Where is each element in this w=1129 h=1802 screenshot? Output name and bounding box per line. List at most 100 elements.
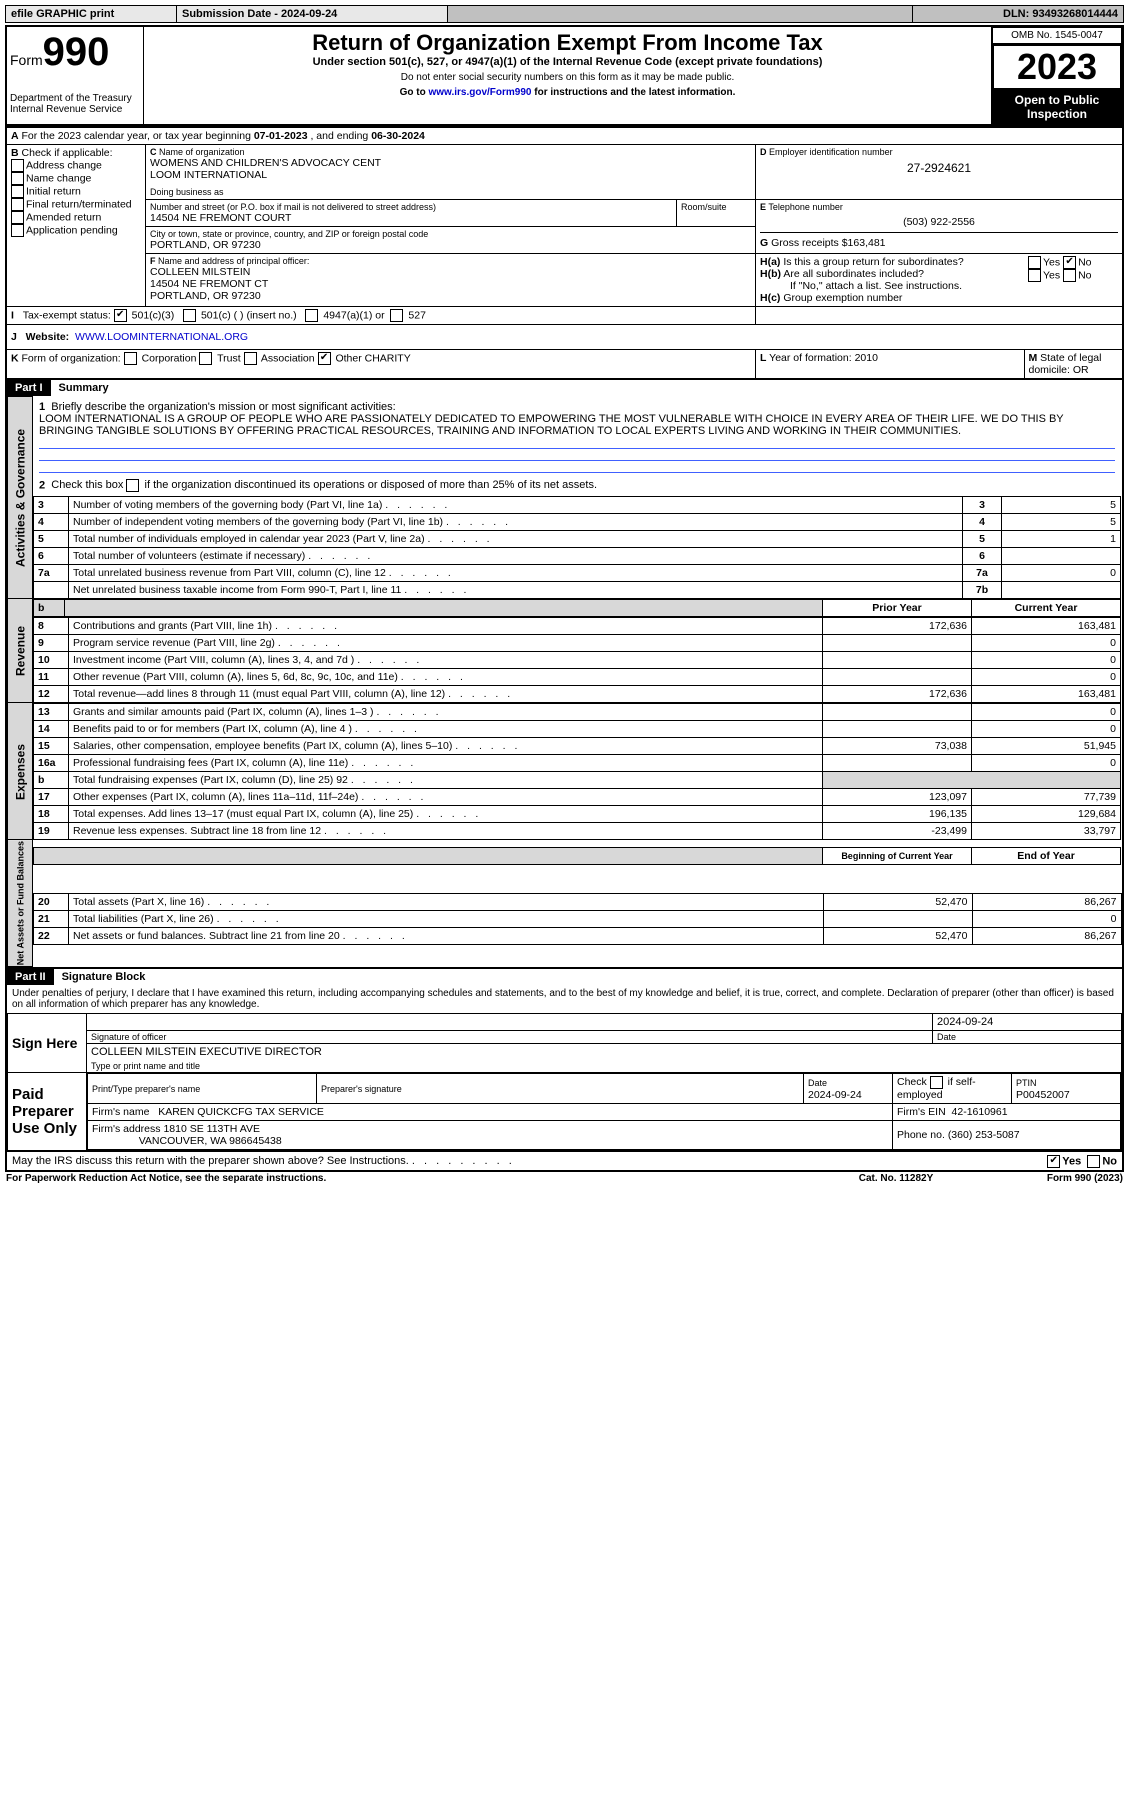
form-number: 990 (43, 30, 110, 74)
addr-change-checkbox[interactable] (11, 159, 24, 172)
mission-text: LOOM INTERNATIONAL IS A GROUP OF PEOPLE … (39, 413, 1063, 437)
name-change-checkbox[interactable] (11, 172, 24, 185)
line2-text: Check this box if the organization disco… (51, 479, 597, 491)
part-1: Part ISummary Activities & Governance 1 … (5, 380, 1124, 969)
type-name-label: Type or print name and title (91, 1061, 200, 1071)
row-number: 4 (34, 513, 69, 530)
current-year-value: 86,267 (972, 894, 1121, 911)
year-formation-value: 2010 (855, 352, 878, 364)
assoc-checkbox[interactable] (244, 352, 257, 365)
part-2: Part IISignature Block Under penalties o… (5, 969, 1124, 1172)
501c3-checkbox[interactable]: ✔ (114, 309, 127, 322)
527-checkbox[interactable] (390, 309, 403, 322)
trust-checkbox[interactable] (199, 352, 212, 365)
topbar-spacer (448, 6, 913, 23)
row-key: 6 (963, 547, 1002, 564)
row-desc: Salaries, other compensation, employee b… (69, 737, 823, 754)
current-year-value: 86,267 (972, 928, 1121, 945)
org-name-2: LOOM INTERNATIONAL (150, 169, 751, 181)
current-year-value: 33,797 (972, 822, 1121, 839)
prior-year-value: -23,499 (823, 822, 972, 839)
row-value: 1 (1002, 530, 1121, 547)
501c-checkbox[interactable] (183, 309, 196, 322)
phone-value: (503) 922-2556 (760, 216, 1118, 228)
year-formation-label: Year of formation: (769, 352, 854, 364)
end-year-header: End of Year (972, 847, 1121, 864)
current-year-value: 0 (972, 634, 1121, 651)
prior-year-value: 196,135 (823, 805, 972, 822)
firm-phone: (360) 253-5087 (948, 1129, 1020, 1141)
current-year-value: 0 (972, 703, 1121, 720)
prior-year-value (823, 634, 972, 651)
irs-link[interactable]: www.irs.gov/Form990 (428, 87, 531, 98)
hb-no-checkbox[interactable] (1063, 269, 1076, 282)
ha-yes-checkbox[interactable] (1028, 256, 1041, 269)
form-footer: Form 990 (2023) (972, 1172, 1124, 1185)
row-number: 8 (34, 617, 69, 634)
part1-title: Summary (51, 380, 117, 396)
row-number: 22 (34, 928, 69, 945)
app-pending-checkbox[interactable] (11, 224, 24, 237)
expenses-label: Expenses (8, 703, 33, 840)
discuss-no-checkbox[interactable] (1087, 1155, 1100, 1168)
website-link[interactable]: WWW.LOOMINTERNATIONAL.ORG (75, 331, 248, 343)
ha-no-checkbox[interactable]: ✔ (1063, 256, 1076, 269)
row-desc: Contributions and grants (Part VIII, lin… (69, 617, 823, 634)
self-emp-checkbox[interactable] (930, 1076, 943, 1089)
gross-receipts-value: 163,481 (848, 237, 886, 249)
amended-checkbox[interactable] (11, 211, 24, 224)
hb-yes-checkbox[interactable] (1028, 269, 1041, 282)
date-label: Date (937, 1032, 956, 1042)
row-number: 20 (34, 894, 69, 911)
prior-year-value (823, 703, 972, 720)
corp-checkbox[interactable] (124, 352, 137, 365)
row-number: 12 (34, 685, 69, 702)
form-label: Form990 (10, 30, 140, 75)
paperwork-notice: For Paperwork Reduction Act Notice, see … (5, 1172, 820, 1185)
activities-governance-label: Activities & Governance (8, 397, 33, 599)
line1-label: Briefly describe the organization's miss… (51, 401, 395, 413)
dln-value: 93493268014444 (1032, 8, 1118, 20)
top-bar: efile GRAPHIC print Submission Date - 20… (5, 5, 1124, 23)
officer-label: Name and address of principal officer: (158, 256, 309, 266)
row-desc: Professional fundraising fees (Part IX, … (69, 754, 823, 771)
other-checkbox[interactable]: ✔ (318, 352, 331, 365)
gross-receipts-label: Gross receipts $ (771, 237, 847, 249)
prior-year-value (823, 651, 972, 668)
row-number: 16a (34, 754, 69, 771)
prior-year-value (823, 911, 972, 928)
discuss-yes-checkbox[interactable]: ✔ (1047, 1155, 1060, 1168)
prep-name-label: Print/Type preparer's name (92, 1084, 200, 1094)
line2-checkbox[interactable] (126, 479, 139, 492)
submission-date: Submission Date - 2024-09-24 (177, 6, 448, 23)
final-return-checkbox[interactable] (11, 198, 24, 211)
current-year-value: 0 (972, 651, 1121, 668)
tax-year-end: 06-30-2024 (371, 130, 425, 142)
officer-printed: COLLEEN MILSTEIN EXECUTIVE DIRECTOR (87, 1044, 1121, 1061)
current-year-value: 0 (972, 754, 1121, 771)
state-domicile-value: OR (1073, 364, 1089, 376)
efile-print[interactable]: efile GRAPHIC print (6, 6, 177, 23)
sign-here-label: Sign Here (8, 1014, 87, 1073)
row-value (1002, 547, 1121, 564)
row-desc: Total revenue—add lines 8 through 11 (mu… (69, 685, 823, 702)
irs-label: Internal Revenue Service (10, 104, 140, 115)
row-value: 5 (1002, 496, 1121, 513)
row-number: 21 (34, 911, 69, 928)
prior-year-value: 172,636 (823, 617, 972, 634)
current-year-header: Current Year (972, 599, 1121, 616)
self-emp-text: Check if self-employed (897, 1076, 976, 1101)
form-org-label: Form of organization: (22, 352, 121, 364)
hc-text: Group exemption number (783, 292, 902, 304)
row-number: 14 (34, 720, 69, 737)
4947-checkbox[interactable] (305, 309, 318, 322)
firm-name: KAREN QUICKCFG TAX SERVICE (158, 1106, 324, 1118)
row-number: 15 (34, 737, 69, 754)
current-year-value: 51,945 (972, 737, 1121, 754)
net-assets-label: Net Assets or Fund Balances (8, 840, 33, 967)
perjury-text: Under penalties of perjury, I declare th… (7, 985, 1122, 1013)
officer-addr2: PORTLAND, OR 97230 (150, 290, 751, 302)
initial-return-checkbox[interactable] (11, 185, 24, 198)
current-year-value: 0 (972, 668, 1121, 685)
instructions-link-line: Go to www.irs.gov/Form990 for instructio… (147, 87, 988, 98)
